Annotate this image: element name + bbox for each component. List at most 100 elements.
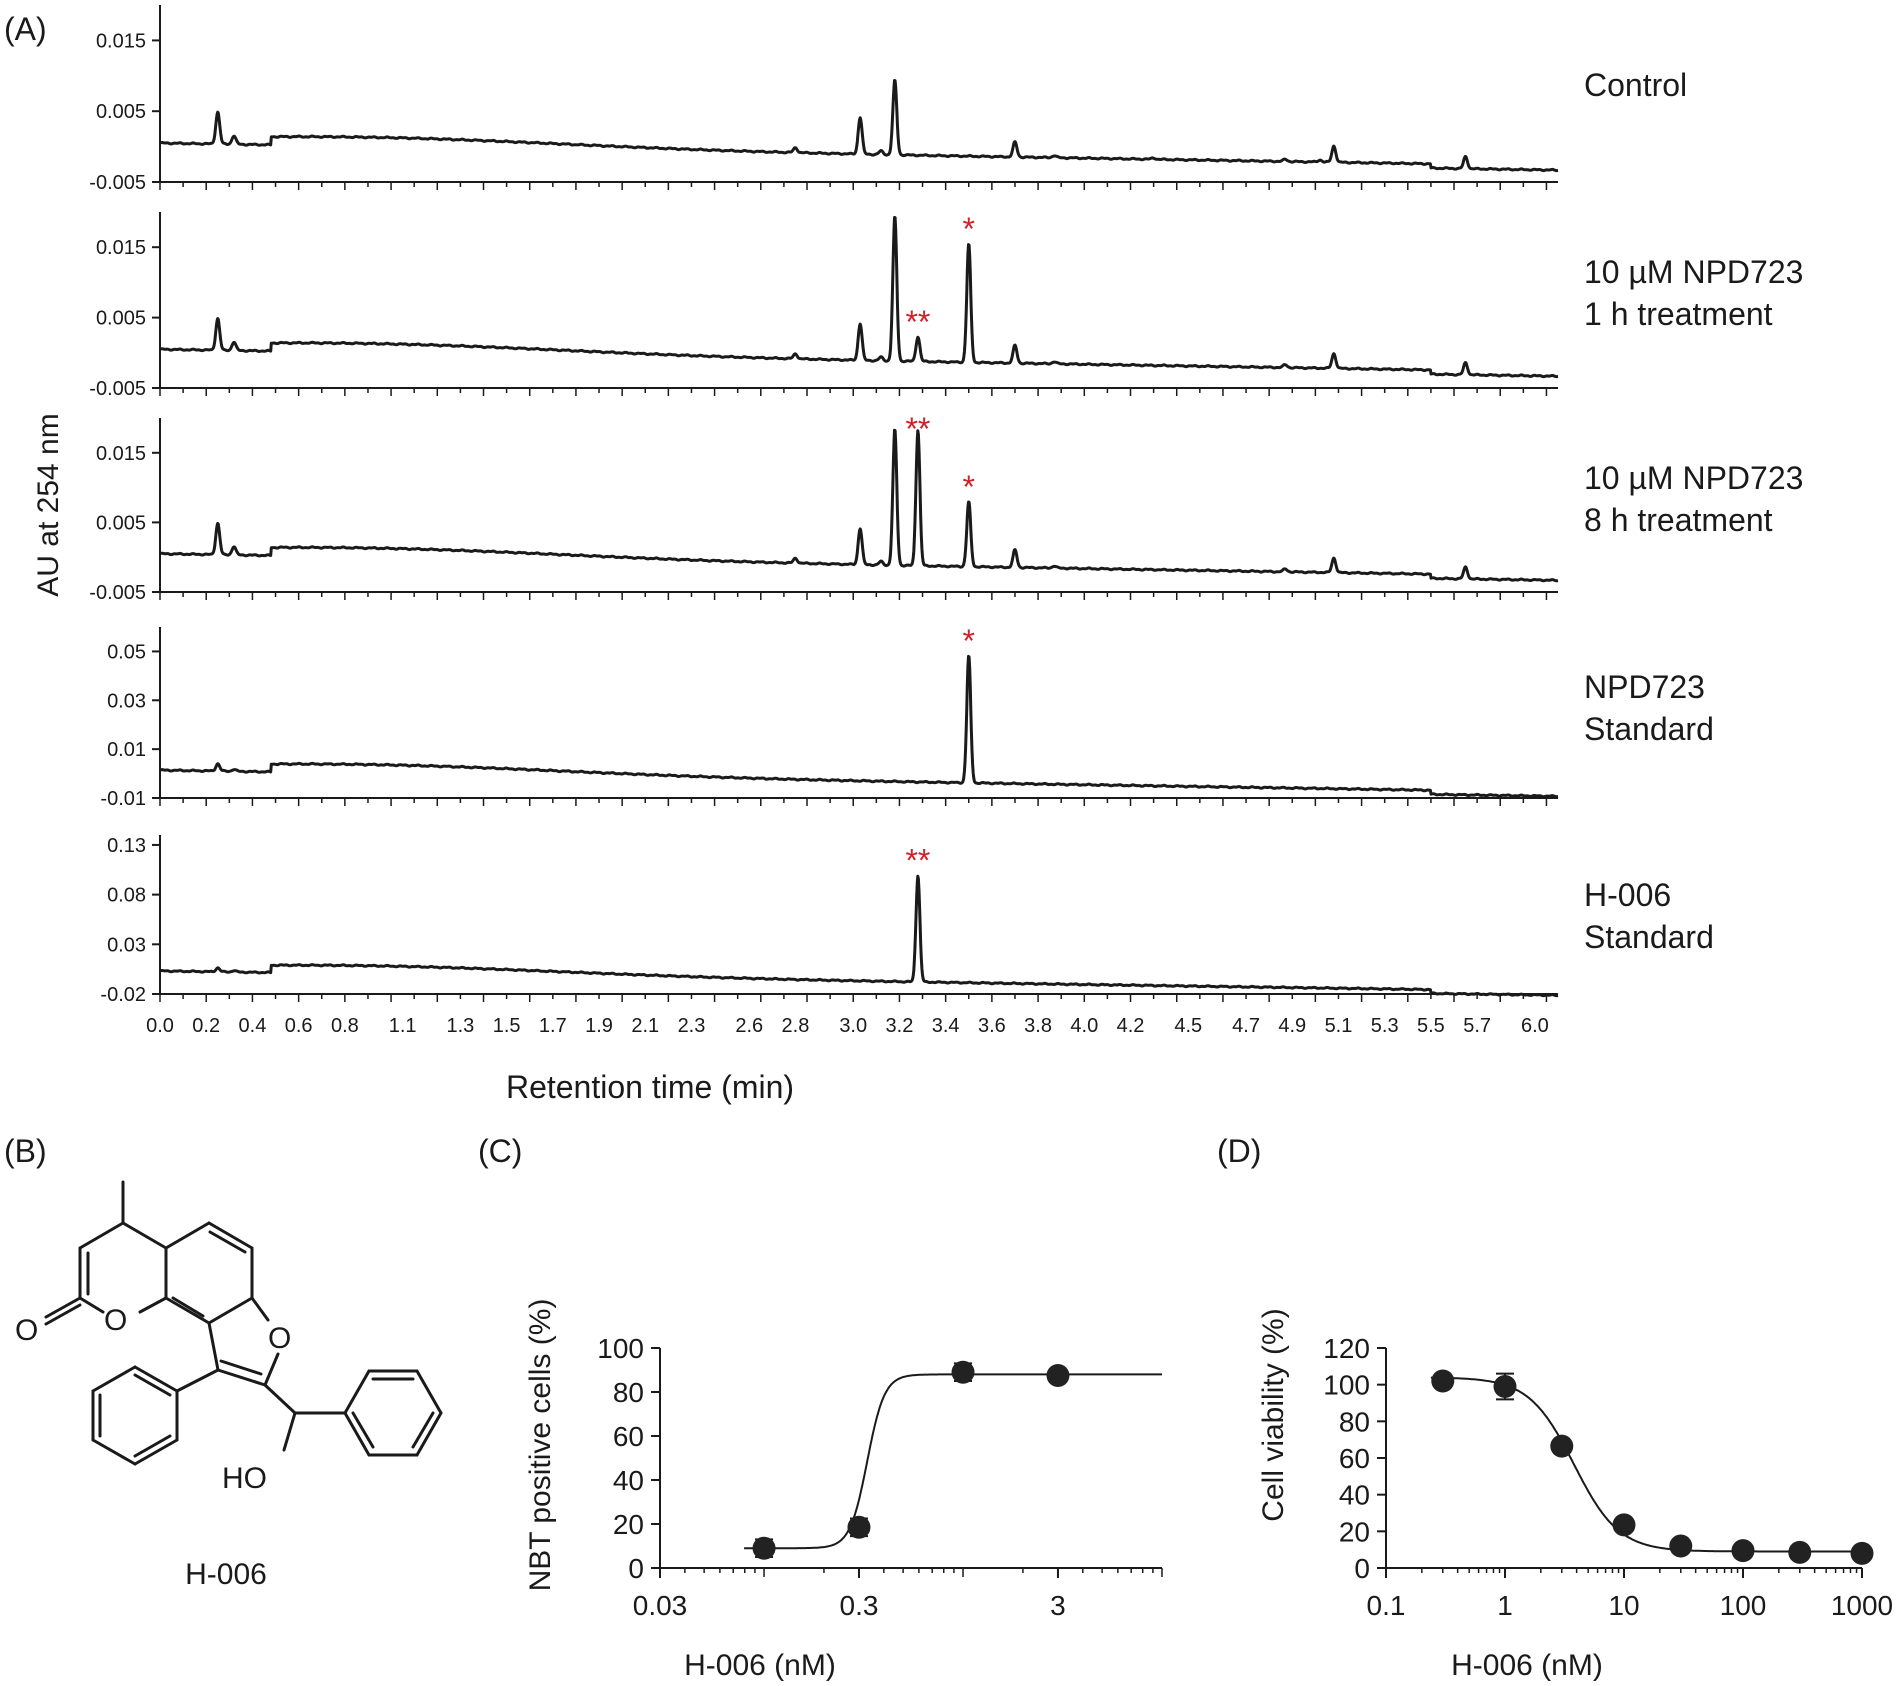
y-tick-label: -0.005 [89,172,146,194]
y-tick-label: 0.015 [96,30,146,52]
y-tick-label: 0.13 [107,835,146,857]
trace-label: 10 µM NPD723 [1584,460,1803,496]
trace-label: NPD723 [1584,669,1705,705]
x-tick-label: 3.8 [1024,1015,1052,1037]
data-point [1550,1434,1574,1458]
chromatogram-trace [159,874,1559,998]
y-tick-label: 20 [613,1509,644,1540]
x-tick-label: 1.5 [493,1015,521,1037]
y-tick-label: 80 [1339,1406,1370,1437]
x-tick-label: 100 [1720,1590,1767,1621]
x-tick-label: 3 [1050,1590,1066,1621]
structure-atom-furan-o: O [268,1322,291,1355]
x-tick-label: 4.5 [1174,1015,1202,1037]
y-tick-label: 0 [1354,1553,1370,1584]
structure-atom-carbonyl-o: O [15,1314,38,1347]
y-tick-label: 0.015 [96,237,146,259]
x-tick-label: 3.0 [839,1015,867,1037]
trace-label: 1 h treatment [1584,296,1773,332]
x-tick-label: 5.5 [1417,1015,1445,1037]
panel-label-c: (C) [478,1133,522,1169]
data-point [1612,1513,1636,1537]
chromatogram-trace [159,654,1559,799]
x-tick-label: 10 [1608,1590,1639,1621]
x-tick-label: 2.1 [631,1015,659,1037]
y-tick-label: -0.005 [89,378,146,400]
peak-marker: ** [905,304,930,340]
x-tick-label: 1.9 [585,1015,613,1037]
chemical-structure [44,1180,443,1466]
chromatogram-trace [159,428,1559,583]
panel-a-y-axis-label: AU at 254 nm [32,413,65,596]
panel-label-a: (A) [4,11,47,47]
x-tick-label: 2.8 [782,1015,810,1037]
y-tick-label: 0.03 [107,690,146,712]
chromatogram-trace [159,79,1559,173]
fit-curve [744,1373,1162,1550]
x-tick-label: 0.4 [239,1015,267,1037]
data-point [1669,1534,1693,1558]
chromatogram-trace-group: 0.13 0.08 0.03 -0.02 ** H-006 Standard [100,835,1713,1006]
y-tick-label: 120 [1323,1333,1370,1364]
peak-marker: ** [905,411,930,447]
y-tick-label: 0.01 [107,739,146,761]
trace-label: H-006 [1584,877,1671,913]
y-tick-label: 100 [597,1333,644,1364]
fit-curve [1430,1376,1862,1553]
x-tick-label: 0.3 [840,1590,879,1621]
panel-c-y-axis-label: NBT positive cells (%) [524,1299,557,1592]
data-point [951,1360,975,1384]
x-tick-label: 0.8 [331,1015,359,1037]
x-tick-label: 4.0 [1070,1015,1098,1037]
y-tick-label: 0.08 [107,885,146,907]
x-tick-label: 5.7 [1463,1015,1491,1037]
y-tick-label: 40 [1339,1480,1370,1511]
trace-label: 10 µM NPD723 [1584,254,1803,290]
data-point [1431,1369,1455,1393]
y-tick-label: -0.01 [100,788,146,810]
x-tick-label: 1.7 [539,1015,567,1037]
y-tick-label: 0 [628,1553,644,1584]
y-tick-label: 0.005 [96,512,146,534]
cell-viability-chart: 0 20 40 60 80 100 120 0.1 1 10 100 1000 [1323,1333,1893,1621]
x-tick-label: 3.2 [886,1015,914,1037]
peak-marker: * [963,211,975,247]
x-tick-label: 1 [1497,1590,1513,1621]
data-point [1788,1540,1812,1564]
structure-atom-hydroxyl: HO [222,1462,267,1495]
y-tick-label: -0.005 [89,582,146,604]
data-point [752,1536,776,1560]
y-tick-label: 80 [613,1377,644,1408]
x-tick-label: 2.3 [678,1015,706,1037]
x-tick-label: 0.1 [1367,1590,1406,1621]
x-tick-label: 0.6 [285,1015,313,1037]
peak-marker: * [963,623,975,659]
y-tick-label: 0.005 [96,308,146,330]
x-tick-label: 1000 [1831,1590,1893,1621]
y-tick-label: -0.02 [100,984,146,1006]
data-point [1850,1541,1874,1565]
x-tick-label: 4.7 [1232,1015,1260,1037]
chromatogram-trace-group: 0.015 0.005 -0.005 Control [89,5,1687,194]
y-tick-label: 60 [613,1421,644,1452]
x-tick-label: 6.0 [1521,1015,1549,1037]
x-tick-label: 4.9 [1278,1015,1306,1037]
y-tick-label: 0.005 [96,101,146,123]
y-tick-label: 0.015 [96,443,146,465]
x-tick-label: 0.0 [146,1015,174,1037]
panel-d-x-axis-label: H-006 (nM) [1451,1649,1603,1682]
chromatogram-trace-group: 0.05 0.03 0.01 -0.01 * NPD723 Standard [100,623,1713,810]
trace-label: Standard [1584,919,1714,955]
y-tick-label: 60 [1339,1443,1370,1474]
peak-marker: ** [905,843,930,879]
peak-marker: * [963,469,975,505]
panel-label-d: (D) [1217,1133,1261,1169]
panel-a-x-axis-label: Retention time (min) [506,1069,794,1105]
data-point [1731,1539,1755,1563]
data-point [1493,1375,1517,1398]
chromatogram-trace [159,216,1559,379]
x-tick-label: 5.1 [1325,1015,1353,1037]
x-tick-label: 1.1 [389,1015,417,1037]
